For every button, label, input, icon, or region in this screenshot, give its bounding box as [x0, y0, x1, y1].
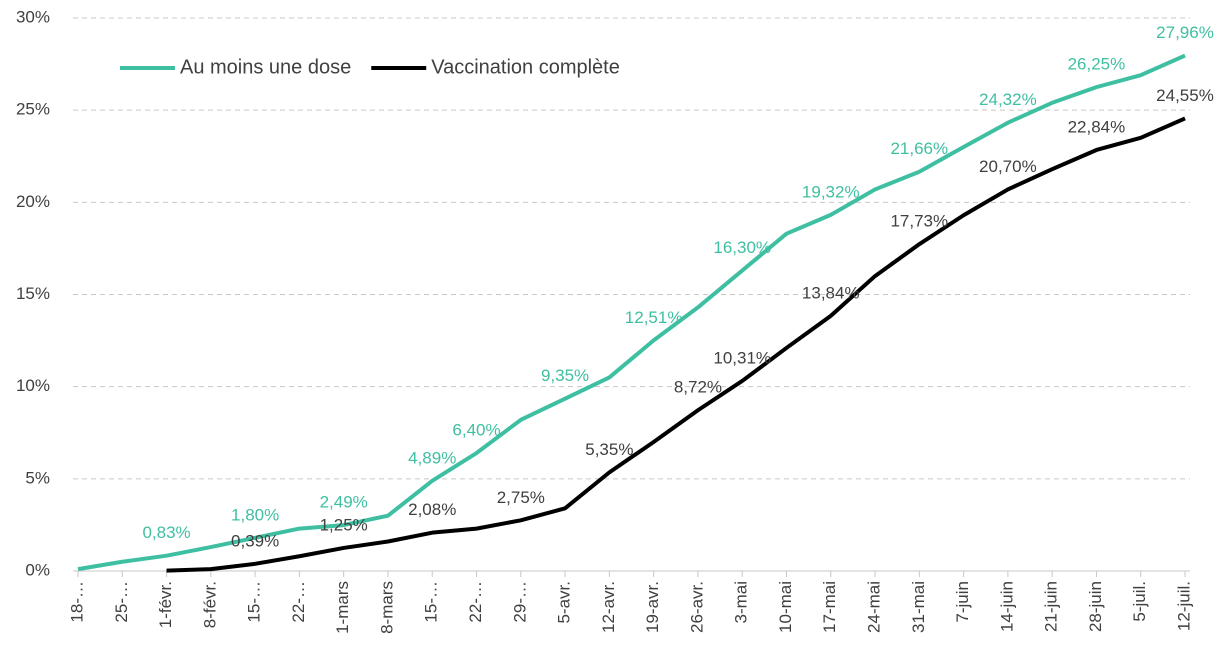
data-label: 20,70% — [979, 157, 1037, 176]
x-tick-label: 8-févr. — [200, 581, 219, 628]
data-label: 0,83% — [142, 523, 190, 542]
x-tick-label: 7-juin — [953, 581, 972, 623]
data-label: 19,32% — [802, 182, 860, 201]
data-label: 16,30% — [713, 238, 771, 257]
legend-label: Au moins une dose — [180, 56, 351, 78]
y-tick-label: 5% — [25, 468, 50, 487]
x-tick-label: 1-mars — [333, 581, 352, 634]
x-tick-label: 18-… — [67, 581, 86, 623]
series-line — [77, 53, 1186, 572]
x-tick-label: 8-mars — [377, 581, 396, 634]
data-label: 0,39% — [231, 531, 279, 550]
x-tick-label: 5-juil. — [1130, 581, 1149, 622]
x-tick-label: 29-… — [510, 581, 529, 623]
x-tick-label: 31-mai — [909, 581, 928, 633]
data-label: 9,35% — [541, 366, 589, 385]
x-tick-label: 15-… — [422, 581, 441, 623]
y-tick-label: 0% — [25, 560, 50, 579]
data-label: 6,40% — [452, 421, 500, 440]
x-tick-label: 3-mai — [732, 581, 751, 624]
x-tick-label: 5-avr. — [555, 581, 574, 624]
y-tick-label: 30% — [16, 7, 50, 26]
data-label: 2,75% — [497, 488, 545, 507]
data-label: 1,25% — [320, 515, 368, 534]
data-label: 2,08% — [408, 500, 456, 519]
y-tick-label: 15% — [16, 284, 50, 303]
x-tick-label: 10-mai — [776, 581, 795, 633]
data-label: 24,32% — [979, 90, 1037, 109]
data-label: 22,84% — [1068, 117, 1126, 136]
x-tick-label: 25-… — [112, 581, 131, 623]
data-label: 17,73% — [890, 212, 948, 231]
data-label: 24,55% — [1156, 86, 1214, 105]
x-tick-label: 1-févr. — [156, 581, 175, 628]
y-tick-label: 25% — [16, 100, 50, 119]
x-tick-label: 15-… — [245, 581, 264, 623]
x-tick-label: 22-… — [289, 581, 308, 623]
data-label: 27,96% — [1156, 23, 1214, 42]
data-label: 13,84% — [802, 283, 860, 302]
legend-label: Vaccination complète — [431, 56, 620, 78]
x-tick-label: 24-mai — [865, 581, 884, 633]
data-label: 26,25% — [1068, 55, 1126, 74]
data-label: 1,80% — [231, 505, 279, 524]
data-label: 21,66% — [890, 139, 948, 158]
x-tick-label: 14-juin — [997, 581, 1016, 632]
x-tick-label: 12-juil. — [1174, 581, 1193, 631]
y-tick-label: 10% — [16, 376, 50, 395]
x-tick-label: 12-avr. — [599, 581, 618, 633]
data-label: 5,35% — [585, 440, 633, 459]
x-tick-label: 19-avr. — [643, 581, 662, 633]
y-tick-label: 20% — [16, 192, 50, 211]
data-label: 8,72% — [674, 378, 722, 397]
x-tick-label: 28-juin — [1086, 581, 1105, 632]
data-label: 4,89% — [408, 448, 456, 467]
series-line — [166, 116, 1186, 573]
x-tick-label: 21-juin — [1042, 581, 1061, 632]
x-tick-label: 22-… — [466, 581, 485, 623]
x-tick-label: 17-mai — [820, 581, 839, 633]
data-label: 2,49% — [320, 493, 368, 512]
data-label: 10,31% — [713, 348, 771, 367]
x-tick-label: 26-avr. — [687, 581, 706, 633]
data-label: 12,51% — [625, 308, 683, 327]
